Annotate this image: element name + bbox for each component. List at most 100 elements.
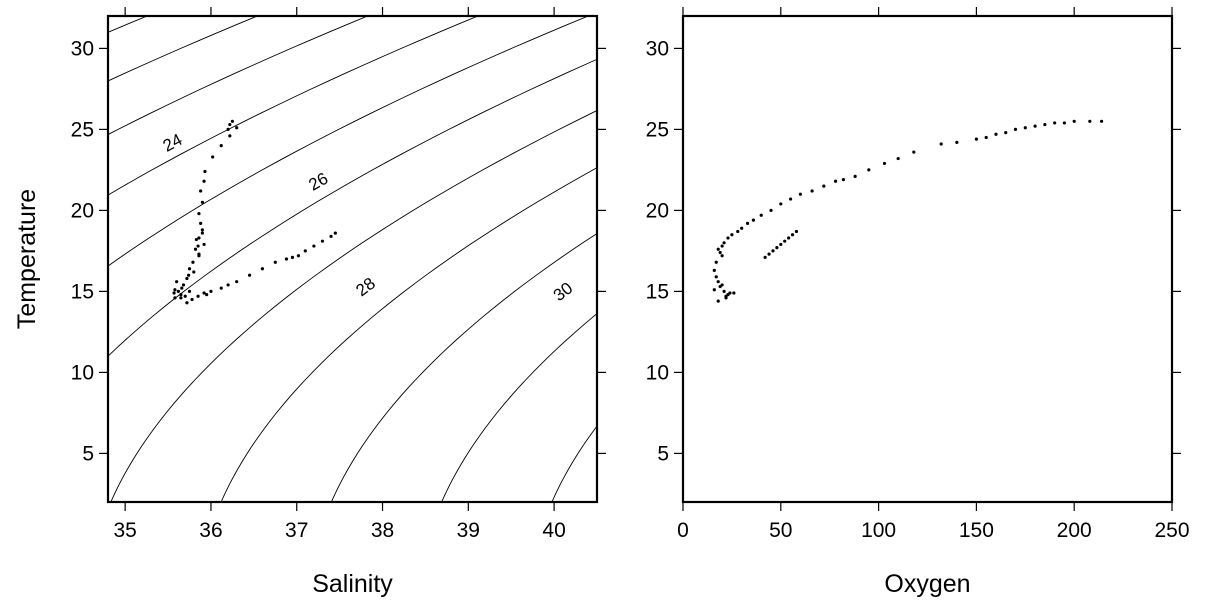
data-point <box>720 254 724 258</box>
data-point <box>841 178 845 182</box>
y-tick-label: 15 <box>646 280 669 303</box>
y-tick-label: 30 <box>71 37 94 60</box>
data-point <box>199 221 203 225</box>
data-point <box>745 221 750 225</box>
data-point <box>333 231 337 235</box>
data-point <box>226 127 230 131</box>
data-point <box>1072 119 1076 123</box>
data-points <box>172 119 337 305</box>
density-contour-line <box>108 16 479 196</box>
x-tick-label: 39 <box>457 519 480 542</box>
data-point <box>219 286 223 290</box>
data-point <box>200 228 204 232</box>
data-point <box>312 244 316 248</box>
data-point <box>202 291 206 295</box>
data-point <box>1088 119 1092 123</box>
data-point <box>173 296 177 300</box>
data-point <box>722 289 726 293</box>
y-tick-label: 5 <box>657 442 669 465</box>
data-point <box>728 291 732 295</box>
data-point <box>172 291 176 295</box>
density-contour-line <box>330 232 597 502</box>
data-point <box>732 291 736 295</box>
data-point <box>718 250 722 255</box>
data-point <box>185 276 189 281</box>
x-tick-label: 150 <box>959 519 994 542</box>
data-point <box>787 236 791 240</box>
data-point <box>767 252 771 256</box>
data-point <box>1033 124 1037 128</box>
y-tick-label: 20 <box>71 199 94 222</box>
data-point <box>187 289 192 293</box>
data-point <box>790 233 795 237</box>
x-tick-label: 38 <box>371 519 394 542</box>
data-point <box>235 280 239 284</box>
data-point <box>187 267 192 271</box>
data-point <box>1099 119 1104 123</box>
contour-label-mask <box>299 164 338 198</box>
data-point <box>716 299 720 303</box>
oxygen-temperature-panel: 0 50 100 150 200 250 5 10 15 20 25 30 Oxygen <box>646 7 1190 598</box>
data-point <box>199 189 203 193</box>
density-contour-line <box>108 58 597 357</box>
data-point <box>183 294 187 298</box>
data-point <box>211 155 215 159</box>
data-points <box>712 119 1104 303</box>
plot-frame <box>681 14 1174 504</box>
x-tick-label: 35 <box>113 519 136 542</box>
data-point <box>984 135 988 140</box>
data-point <box>196 244 200 248</box>
data-point <box>260 267 265 271</box>
data-point <box>720 244 724 248</box>
y-tick-label: 25 <box>646 118 669 141</box>
data-point <box>202 179 206 183</box>
data-point <box>219 144 223 148</box>
data-point <box>798 192 802 196</box>
x-tick-label: 0 <box>677 519 689 542</box>
y-tick-label: 30 <box>646 37 669 60</box>
data-point <box>173 288 177 292</box>
y-axis-label: Temperature <box>13 189 41 329</box>
contour-label-mask <box>346 268 385 305</box>
data-point <box>179 296 183 300</box>
data-point <box>955 140 959 144</box>
x-tick-label: 40 <box>542 519 565 542</box>
y-tick-label: 5 <box>82 442 94 465</box>
data-point <box>176 289 180 293</box>
data-point <box>290 255 295 259</box>
contour-label-mask <box>153 126 192 159</box>
x-tick-label: 37 <box>285 519 308 542</box>
data-point <box>939 142 943 146</box>
data-point <box>197 236 201 240</box>
data-point <box>187 273 191 277</box>
data-point <box>303 249 307 253</box>
density-contour-line <box>551 425 597 502</box>
x-axis-label: Oxygen <box>884 570 970 598</box>
data-point <box>822 184 826 188</box>
data-point <box>175 280 179 284</box>
data-point <box>1053 121 1057 125</box>
data-point <box>714 275 718 279</box>
data-point <box>994 132 998 136</box>
data-point <box>180 286 184 290</box>
data-point <box>1004 131 1008 135</box>
data-point <box>794 229 799 234</box>
y-tick-label: 25 <box>71 118 94 141</box>
data-point <box>197 254 201 258</box>
y-tick-label: 15 <box>71 280 94 303</box>
data-point <box>197 212 201 216</box>
data-point <box>192 270 196 274</box>
density-contour-line <box>441 313 597 502</box>
data-point <box>716 247 720 251</box>
data-point <box>194 237 198 242</box>
data-point <box>736 229 740 234</box>
x-tick-label: 100 <box>861 519 896 542</box>
data-point <box>853 174 857 178</box>
data-point <box>763 255 767 259</box>
data-point <box>726 236 730 240</box>
density-contour-line <box>108 16 589 267</box>
density-contour-line <box>110 110 597 502</box>
data-point <box>228 122 232 127</box>
